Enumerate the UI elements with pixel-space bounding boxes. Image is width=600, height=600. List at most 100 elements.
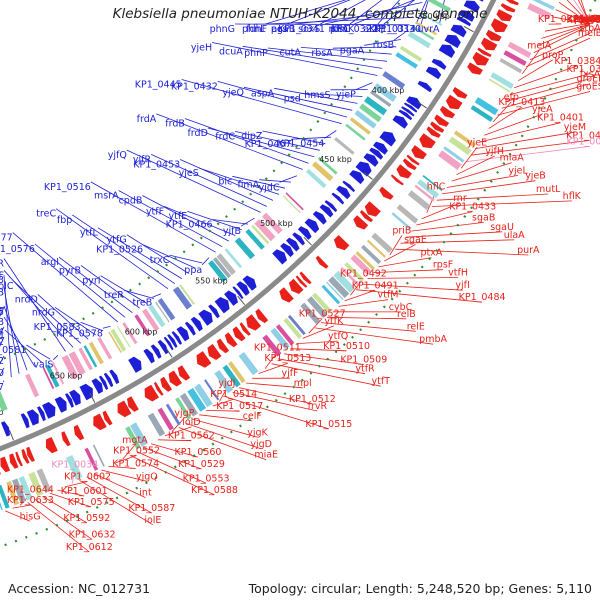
forward-category-block <box>448 136 472 156</box>
reverse-cds <box>324 200 338 213</box>
gene-leader-line <box>274 87 358 104</box>
reverse-gene-label: rbsC <box>328 24 350 35</box>
gene-leader-line <box>526 37 591 68</box>
gene-leader-line <box>258 362 289 374</box>
forward-gene-label: yjeE <box>467 137 487 148</box>
gene-leader-line <box>13 280 81 344</box>
gene-leader-line <box>93 473 146 498</box>
gene-leader-line <box>80 321 104 332</box>
forward-cds <box>333 235 350 251</box>
gene-leader-line <box>212 219 249 225</box>
forward-cds <box>255 308 269 324</box>
forward-gene-label: relE <box>407 321 425 332</box>
forward-category-block <box>180 393 198 417</box>
forward-cds <box>216 338 230 354</box>
forward-gene-label: KP1_0413 <box>498 97 545 108</box>
forward-cds <box>160 376 172 392</box>
forward-category-block <box>92 444 105 467</box>
gene-leader-line <box>126 234 189 274</box>
forward-gene-label: metA <box>576 14 600 25</box>
reverse-category-block <box>349 117 371 135</box>
forward-category-block <box>12 478 27 503</box>
gene-leader-line <box>291 136 331 140</box>
reverse-gene-label: argI <box>41 257 59 268</box>
gene-leader-line <box>405 231 503 238</box>
gene-leader-line <box>262 130 326 145</box>
reverse-cds <box>463 0 480 13</box>
gene-leader-line <box>26 344 51 360</box>
gene-leader-line <box>541 23 591 39</box>
scale-tick-label: 600 kbp <box>125 328 158 337</box>
reverse-category-block <box>25 373 40 398</box>
forward-category-block <box>6 481 20 506</box>
gene-leader-line <box>129 455 215 496</box>
gene-leader-line <box>102 325 111 329</box>
forward-gene-label: ytfT <box>372 376 391 387</box>
reverse-gene-label: treR <box>104 290 124 301</box>
gene-leader-line <box>492 101 512 123</box>
scale-tick <box>363 171 373 180</box>
forward-gene-label: KP1_0633 <box>7 495 54 506</box>
forward-category-block <box>350 254 372 276</box>
gene-leader-line <box>123 289 155 299</box>
forward-cds <box>224 332 238 348</box>
forward-category-block <box>18 476 33 501</box>
reverse-category-block <box>42 366 55 390</box>
reverse-category-block <box>420 12 443 26</box>
gene-leader-line <box>100 275 148 304</box>
gene-leader-line <box>420 0 429 25</box>
forward-gene-label: rnr <box>453 193 467 204</box>
forward-gene-label: purA <box>517 245 540 256</box>
scale-tick-label: 500 kbp <box>260 219 293 228</box>
reverse-gene-label: pgaA <box>340 45 365 56</box>
reverse-cds <box>236 281 250 296</box>
gene-leader-line <box>90 181 216 253</box>
reverse-cds <box>369 147 384 160</box>
reverse-gene-label: KP1_0467 <box>245 139 292 150</box>
gene-label-leaders <box>0 0 591 553</box>
forward-category-block <box>175 397 192 420</box>
gene-leader-line <box>451 162 512 182</box>
forward-gene-label: groES <box>576 82 600 93</box>
reverse-gene-label: frdA <box>137 114 157 125</box>
forward-cds <box>196 351 212 368</box>
gene-leader-line <box>302 325 334 339</box>
forward-cds <box>411 145 427 160</box>
reverse-gene-label: frdC <box>215 131 235 142</box>
reverse-gene-label: KP1_0583 <box>34 322 81 333</box>
forward-category-block <box>275 324 295 346</box>
gene-leader-line <box>3 287 20 374</box>
forward-category-block <box>187 387 207 412</box>
reverse-cds <box>349 170 365 185</box>
forward-gene-label: KP1_0512 <box>289 394 336 405</box>
gene-leader-line <box>416 211 473 226</box>
forward-cds <box>467 62 483 75</box>
forward-cds <box>490 18 508 33</box>
gene-leader-line <box>150 154 267 207</box>
forward-gene-label: yjeM <box>564 122 586 133</box>
gene-leader-line <box>108 466 136 469</box>
reverse-gene-label: nrdG <box>32 307 55 318</box>
reverse-gene-label: pyrB <box>59 265 81 276</box>
gene-leader-line <box>0 367 5 377</box>
gene-leader-line <box>12 232 119 323</box>
reverse-category-block <box>234 237 255 260</box>
reverse-category-block <box>382 71 406 89</box>
gene-leader-line <box>239 387 313 405</box>
reverse-cds <box>280 243 294 258</box>
reverse-cds <box>304 218 320 234</box>
reverse-cds <box>20 413 30 429</box>
forward-category-block <box>396 204 419 224</box>
forward-gene-label: KP1_0529 <box>178 459 225 470</box>
gene-leader-line <box>97 227 183 279</box>
reverse-cds <box>157 339 169 355</box>
gene-leader-line <box>181 79 342 125</box>
reverse-gene-label: soxS <box>298 24 320 35</box>
forward-category-block <box>147 412 166 437</box>
reverse-gene-label: yjeP <box>336 90 356 101</box>
gene-leader-line <box>34 243 126 318</box>
forward-category-block <box>453 130 476 148</box>
gene-leader-line <box>332 46 397 49</box>
forward-gene-label: KP1_0515 <box>305 419 352 430</box>
